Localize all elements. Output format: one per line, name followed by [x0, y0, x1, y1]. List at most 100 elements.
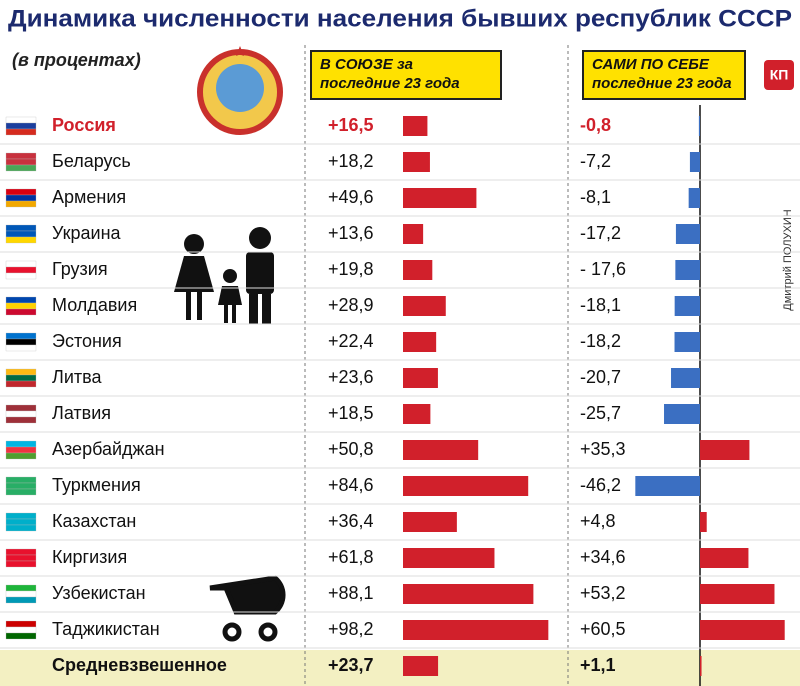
header-callout: В СОЮЗЕ за последние 23 года — [310, 50, 502, 100]
flag-stripe — [5, 152, 37, 160]
flag-stripe — [5, 380, 37, 388]
country-label: Молдавия — [52, 295, 137, 315]
flag-stripe — [5, 128, 37, 136]
country-label: Грузия — [52, 259, 108, 279]
bar — [700, 548, 749, 568]
flag-stripe — [5, 272, 37, 280]
value-label: +13,6 — [328, 223, 374, 243]
value-label: -0,8 — [580, 115, 611, 135]
bar — [403, 296, 446, 316]
value-label: +18,5 — [328, 403, 374, 423]
bar — [688, 188, 700, 208]
flag-stripe — [5, 338, 37, 346]
value-label: +60,5 — [580, 619, 626, 639]
flag-stripe — [5, 194, 37, 202]
bar — [403, 440, 479, 460]
flag-stripe — [5, 440, 37, 448]
bar — [403, 332, 437, 352]
flag-stripe — [5, 308, 37, 316]
bar — [403, 188, 477, 208]
flag-stripe — [5, 596, 37, 604]
bar — [675, 224, 700, 244]
flag-stripe — [5, 296, 37, 304]
bar — [403, 152, 430, 172]
summary-band — [0, 650, 800, 686]
bar — [403, 620, 549, 640]
bar — [403, 548, 495, 568]
stroller-icon — [209, 575, 286, 642]
logo: КП — [770, 67, 789, 83]
flag-stripe — [5, 632, 37, 640]
value-label: +19,8 — [328, 259, 374, 279]
bar — [403, 116, 428, 136]
flag-stripe — [5, 368, 37, 376]
flag-stripe — [5, 116, 37, 124]
value-label: +23,6 — [328, 367, 374, 387]
flag-stripe — [5, 200, 37, 208]
country-label: Латвия — [52, 403, 111, 423]
country-label: Таджикистан — [52, 619, 160, 639]
bar — [674, 296, 700, 316]
country-label: Азербайджан — [52, 439, 165, 459]
flag-stripe — [5, 332, 37, 340]
bar — [675, 260, 700, 280]
flag-stripe — [5, 584, 37, 592]
bar — [403, 584, 534, 604]
flag-stripe — [5, 518, 37, 526]
bar — [635, 476, 700, 496]
value-label: -46,2 — [580, 475, 621, 495]
value-label: - 17,6 — [580, 259, 626, 279]
value-label: +1,1 — [580, 655, 616, 675]
bar — [403, 260, 433, 280]
bar — [403, 224, 424, 244]
flag-stripe — [5, 524, 37, 532]
flag-stripe — [5, 188, 37, 196]
bar — [671, 368, 700, 388]
flag-stripe — [5, 416, 37, 424]
bar — [700, 620, 785, 640]
flag-stripe — [5, 374, 37, 382]
flag-stripe — [5, 560, 37, 568]
country-label: Казахстан — [52, 511, 136, 531]
flag-stripe — [5, 590, 37, 598]
flag-stripe — [5, 410, 37, 418]
flag-stripe — [5, 344, 37, 352]
country-label: Украина — [52, 223, 122, 243]
chart-title: Динамика численности населения бывших ре… — [8, 5, 792, 32]
flag-stripe — [5, 452, 37, 460]
country-label: Россия — [52, 115, 116, 135]
value-label: -25,7 — [580, 403, 621, 423]
flag-stripe — [5, 488, 37, 496]
value-label: +28,9 — [328, 295, 374, 315]
flag-stripe — [5, 548, 37, 556]
value-label: -18,1 — [580, 295, 621, 315]
flag-stripe — [5, 446, 37, 454]
value-label: -7,2 — [580, 151, 611, 171]
country-label: Киргизия — [52, 547, 127, 567]
logo-badge — [764, 60, 794, 90]
value-label: +49,6 — [328, 187, 374, 207]
bar — [403, 404, 431, 424]
value-label: +22,4 — [328, 331, 374, 351]
bar — [700, 512, 707, 532]
family-icon — [174, 227, 274, 324]
bar — [700, 584, 775, 604]
value-label: +53,2 — [580, 583, 626, 603]
bar — [403, 476, 529, 496]
bar — [664, 404, 700, 424]
flag-stripe — [5, 554, 37, 562]
bar — [700, 440, 750, 460]
flag-stripe — [5, 404, 37, 412]
value-label: +16,5 — [328, 115, 374, 135]
value-label: -8,1 — [580, 187, 611, 207]
value-label: +98,2 — [328, 619, 374, 639]
value-label: +34,6 — [580, 547, 626, 567]
flag-stripe — [5, 620, 37, 628]
flag-stripe — [5, 266, 37, 274]
flag-stripe — [5, 302, 37, 310]
value-label: +23,7 — [328, 655, 374, 675]
value-label: -17,2 — [580, 223, 621, 243]
value-label: +35,3 — [580, 439, 626, 459]
bar — [700, 656, 702, 676]
